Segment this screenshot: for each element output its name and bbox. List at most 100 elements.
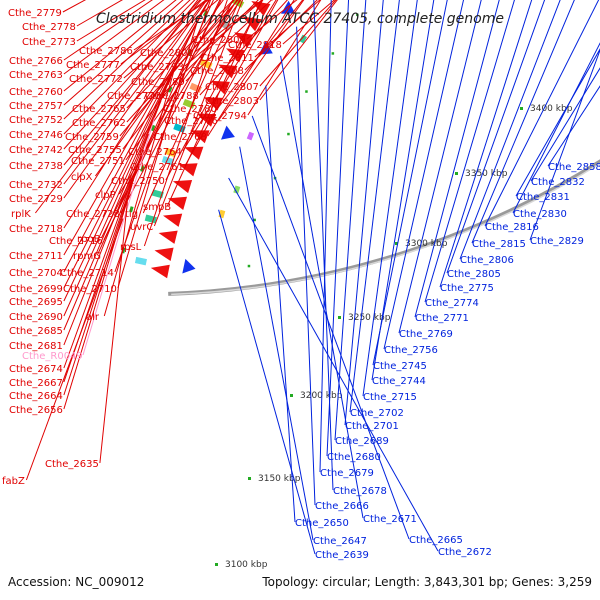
scale-dot [290, 394, 293, 397]
reverse-gene-label: Cthe_2815 [472, 239, 526, 250]
reverse-gene-label: Cthe_2680 [327, 452, 381, 463]
reverse-leader-line [334, 0, 367, 441]
forward-gene-label: Cthe_2695 [9, 297, 63, 308]
gc-dot [287, 132, 290, 136]
forward-gene-label: Cthe_2786 [79, 46, 133, 57]
reverse-cds-arrow [221, 125, 235, 140]
forward-gene-label: Cthe_2776 [164, 116, 218, 127]
reverse-gene-label: Cthe_2647 [313, 536, 367, 547]
reverse-gene-label: Cthe_2715 [363, 392, 417, 403]
forward-leader-line [207, 0, 295, 137]
reverse-leader-line [265, 85, 296, 523]
forward-gene-label: Cthe_2808 [190, 66, 244, 77]
reverse-gene-label: Cthe_2678 [333, 486, 387, 497]
forward-gene-label: Cthe_R0049 [22, 351, 83, 362]
reverse-gene-label: Cthe_2701 [345, 421, 399, 432]
gc-dot [247, 264, 251, 268]
forward-leader-line [63, 167, 138, 396]
topology-label: Topology: circular; Length: 3,843,301 bp… [262, 575, 592, 589]
forward-gene-label: Cthe_2794 [193, 111, 247, 122]
forward-leader-line [82, 117, 156, 356]
cog-feature-block [173, 123, 186, 133]
forward-cds-arrow [163, 213, 183, 227]
forward-leader-line [63, 0, 184, 106]
forward-gene-label: Cthe_2768 [153, 132, 207, 143]
reverse-leader-line [371, 0, 435, 381]
forward-gene-label: Cthe_2711 [9, 251, 63, 262]
forward-leader-line [96, 0, 214, 256]
forward-gene-label: Cthe_2752 [9, 115, 63, 126]
gc-marker [150, 124, 156, 132]
forward-gene-label: Cthe_2818 [228, 40, 282, 51]
forward-leader-line [161, 0, 259, 96]
forward-cds-arrow [184, 146, 204, 160]
cog-feature-block [189, 82, 202, 93]
forward-gene-label: Cthe_2761 [130, 162, 184, 173]
reverse-gene-label: Cthe_2774 [425, 298, 479, 309]
reverse-gene-label: Cthe_2666 [315, 501, 369, 512]
scale-label: 3350 kbp [465, 169, 508, 179]
forward-gene-label: Cthe_2764 [128, 147, 182, 158]
forward-leader-line [254, 0, 321, 58]
scale-dot [215, 563, 218, 566]
forward-leader-line [103, 68, 176, 317]
forward-leader-line [166, 0, 262, 207]
forward-gene-label: Cthe_2742 [9, 145, 63, 156]
reverse-leader-line [344, 0, 384, 426]
forward-gene-label: Cthe_2789 [131, 77, 185, 88]
forward-leader-line [35, 0, 199, 214]
forward-gene-label: Cthe_2755 [68, 145, 122, 156]
scale-dot [455, 172, 458, 175]
reverse-gene-label: Cthe_2832 [531, 177, 585, 188]
forward-gene-label: Cthe_2746 [9, 130, 63, 141]
reverse-leader-line [471, 0, 575, 244]
reverse-leader-line [530, 67, 600, 182]
forward-leader-line [218, 0, 305, 121]
forward-gene-label: Cthe_2685 [9, 326, 63, 337]
label-leader-lines [25, 0, 600, 555]
reverse-leader-line [446, 0, 546, 274]
forward-gene-label: Cthe_2704 [9, 268, 63, 279]
forward-leader-line [199, 0, 288, 96]
scale-dot [520, 107, 523, 110]
reverse-gene-label: Cthe_2858 [548, 162, 600, 173]
forward-gene-label: smpB [143, 202, 171, 213]
reverse-gene-label: Cthe_2756 [384, 345, 438, 356]
reverse-leader-line [296, 26, 316, 506]
forward-gene-label: Cthe_2778 [22, 22, 76, 33]
map-title: Clostridium thermocellum ATCC 27405, com… [96, 11, 504, 27]
forward-gene-label: Cthe_2772 [69, 74, 123, 85]
forward-gene-label: Cthe_2773 [22, 37, 76, 48]
forward-leader-line [63, 0, 201, 150]
forward-cds-arrow [150, 264, 170, 279]
forward-gene-label: Cthe_2760 [9, 87, 63, 98]
reverse-leader-line [280, 55, 364, 519]
reverse-gene-label: Cthe_2769 [399, 329, 453, 340]
forward-gene-label: Cthe_2681 [9, 341, 63, 352]
forward-leader-line [63, 100, 162, 346]
reverse-gene-label: Cthe_2829 [530, 236, 584, 247]
reverse-gene-label: Cthe_2679 [320, 468, 374, 479]
forward-gene-label: Cthe_2780 [163, 104, 217, 115]
backbone-ring-highlight [171, 162, 600, 296]
forward-cds-arrow [158, 230, 178, 244]
scale-label: 3150 kbp [258, 474, 301, 484]
scale-dot [338, 316, 341, 319]
scale-label: 3100 kbp [225, 560, 268, 570]
forward-gene-label: Cthe_2777 [66, 60, 120, 71]
reverse-leader-line [372, 0, 448, 366]
forward-gene-label: Cthe_2765 [72, 104, 126, 115]
forward-gene-label: Cthe_2656 [9, 405, 63, 416]
forward-leader-line [63, 0, 211, 256]
reverse-gene-label: Cthe_2671 [363, 514, 417, 525]
forward-gene-label: Cthe_2667 [9, 378, 63, 389]
forward-gene-label: Cthe_2710 [63, 284, 117, 295]
reverse-gene-label: Cthe_2689 [335, 436, 389, 447]
forward-gene-label: alr [86, 312, 100, 323]
forward-leader-line [184, 0, 279, 167]
forward-leader-line [63, 0, 191, 120]
reverse-gene-label: Cthe_2745 [373, 361, 427, 372]
forward-gene-label: Cthe_2807 [205, 82, 259, 93]
reverse-gene-label: Cthe_2806 [460, 255, 514, 266]
gc-marker [140, 165, 145, 172]
